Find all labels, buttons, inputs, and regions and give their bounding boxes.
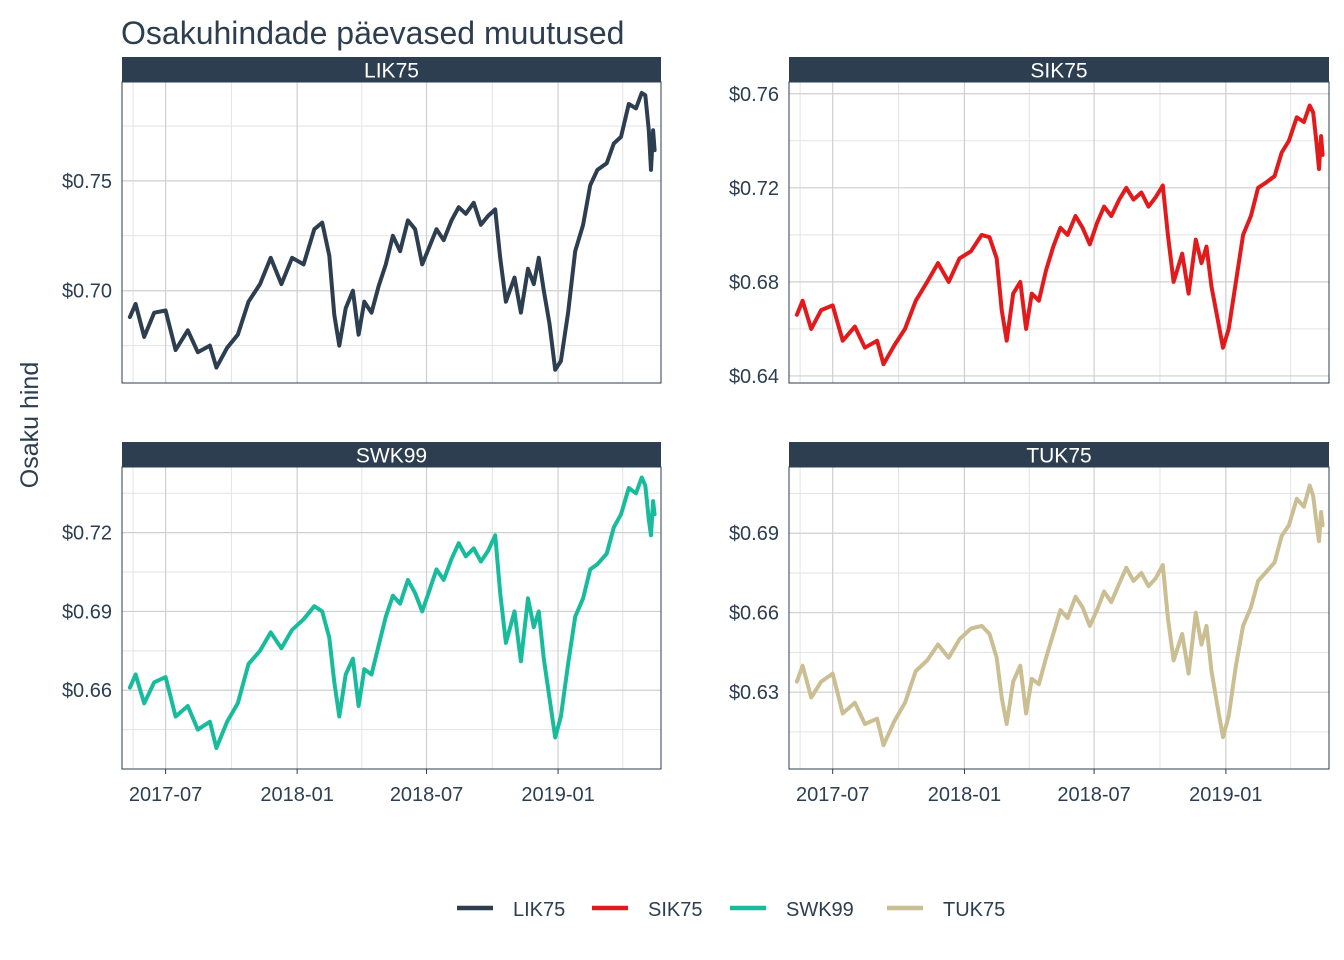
x-tick-label: 2018-01: [260, 784, 333, 806]
y-tick-label: $0.75: [62, 171, 112, 193]
series-line-tuk75: [794, 483, 1325, 748]
panel-border: [788, 466, 1330, 770]
x-tick-label: 2017-07: [129, 784, 202, 806]
y-tick-label: $0.63: [729, 682, 779, 704]
legend-label-swk99: SWK99: [786, 899, 854, 921]
panel-sik75: SIK75 $0.64 $0.68 $0.72 $0.76: [729, 57, 1330, 388]
series-line-sik75: [794, 103, 1325, 367]
panel-border: [121, 466, 662, 770]
legend-item-lik75: LIK75: [457, 899, 565, 921]
y-tick-label: $0.69: [62, 601, 112, 623]
x-tick-label: 2018-01: [928, 784, 1001, 806]
x-tick-label: 2019-01: [521, 784, 594, 806]
x-tick-label: 2018-07: [390, 784, 463, 806]
x-tick-label: 2017-07: [796, 784, 869, 806]
chart-title: Osakuhindade päevased muutused: [121, 15, 624, 51]
facet-label-lik75: LIK75: [364, 60, 419, 83]
legend-label-lik75: LIK75: [513, 899, 565, 921]
y-tick-label: $0.70: [62, 281, 112, 303]
facet-strip-tuk75: [789, 442, 1329, 467]
panel-swk99: SWK99 $0.66 $0.69 $0.72 2017-07 2018-01 2018-0…: [62, 442, 662, 806]
facet-label-tuk75: TUK75: [1026, 445, 1091, 468]
facet-strip-sik75: [789, 57, 1329, 82]
y-tick-label: $0.66: [729, 603, 779, 625]
facet-label-swk99: SWK99: [356, 445, 427, 468]
panel-border: [788, 81, 1330, 384]
legend-label-tuk75: TUK75: [943, 899, 1005, 921]
facet-panels: LIK75 $0.70 $0.75 SIK75 $0.64 $0.68 $0.72 $0.76…: [62, 57, 1330, 806]
legend: LIK75 SIK75 SWK99 TUK75: [457, 899, 1005, 921]
panel-border: [121, 81, 662, 384]
legend-item-sik75: SIK75: [592, 899, 702, 921]
y-tick-label: $0.72: [62, 523, 112, 545]
y-tick-label: $0.76: [729, 84, 779, 106]
legend-item-tuk75: TUK75: [887, 899, 1005, 921]
panel-lik75: LIK75 $0.70 $0.75: [62, 57, 662, 384]
legend-item-swk99: SWK99: [730, 899, 854, 921]
legend-label-sik75: SIK75: [648, 899, 702, 921]
x-tick-label: 2018-07: [1057, 784, 1130, 806]
y-tick-label: $0.69: [729, 523, 779, 545]
x-tick-label: 2019-01: [1189, 784, 1262, 806]
facet-strip-lik75: [122, 57, 661, 82]
series-line-swk99: [127, 475, 657, 750]
facet-label-sik75: SIK75: [1030, 60, 1087, 83]
y-tick-label: $0.68: [729, 272, 779, 294]
y-tick-label: $0.72: [729, 178, 779, 200]
series-line-lik75: [127, 91, 657, 372]
y-tick-label: $0.64: [729, 366, 779, 388]
y-tick-label: $0.66: [62, 680, 112, 702]
y-axis-label: Osaku hind: [16, 362, 44, 488]
panel-tuk75: TUK75 $0.63 $0.66 $0.69 2017-07 2018-01 2018-0…: [729, 442, 1330, 806]
facet-strip-swk99: [122, 442, 661, 467]
